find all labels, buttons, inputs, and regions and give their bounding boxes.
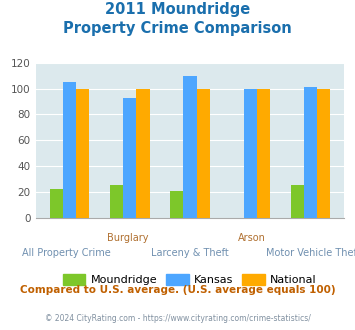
Text: Larceny & Theft: Larceny & Theft [151, 248, 229, 257]
Bar [123, 98, 136, 218]
Bar [257, 88, 270, 218]
Text: Arson: Arson [238, 233, 266, 243]
Text: Motor Vehicle Theft: Motor Vehicle Theft [266, 248, 355, 257]
Bar [76, 88, 89, 218]
Bar [170, 191, 183, 218]
Bar [244, 88, 257, 218]
Text: Property Crime Comparison: Property Crime Comparison [63, 21, 292, 36]
Bar [50, 189, 63, 218]
Bar [304, 87, 317, 218]
Text: All Property Crime: All Property Crime [22, 248, 111, 257]
Bar [290, 185, 304, 218]
Bar [317, 88, 330, 218]
Text: © 2024 CityRating.com - https://www.cityrating.com/crime-statistics/: © 2024 CityRating.com - https://www.city… [45, 314, 310, 323]
Legend: Moundridge, Kansas, National: Moundridge, Kansas, National [59, 270, 321, 290]
Text: Compared to U.S. average. (U.S. average equals 100): Compared to U.S. average. (U.S. average … [20, 285, 335, 295]
Bar [183, 76, 197, 218]
Bar [197, 88, 210, 218]
Bar [136, 88, 149, 218]
Bar [110, 185, 123, 218]
Text: Burglary: Burglary [108, 233, 149, 243]
Bar [63, 82, 76, 218]
Text: 2011 Moundridge: 2011 Moundridge [105, 2, 250, 16]
